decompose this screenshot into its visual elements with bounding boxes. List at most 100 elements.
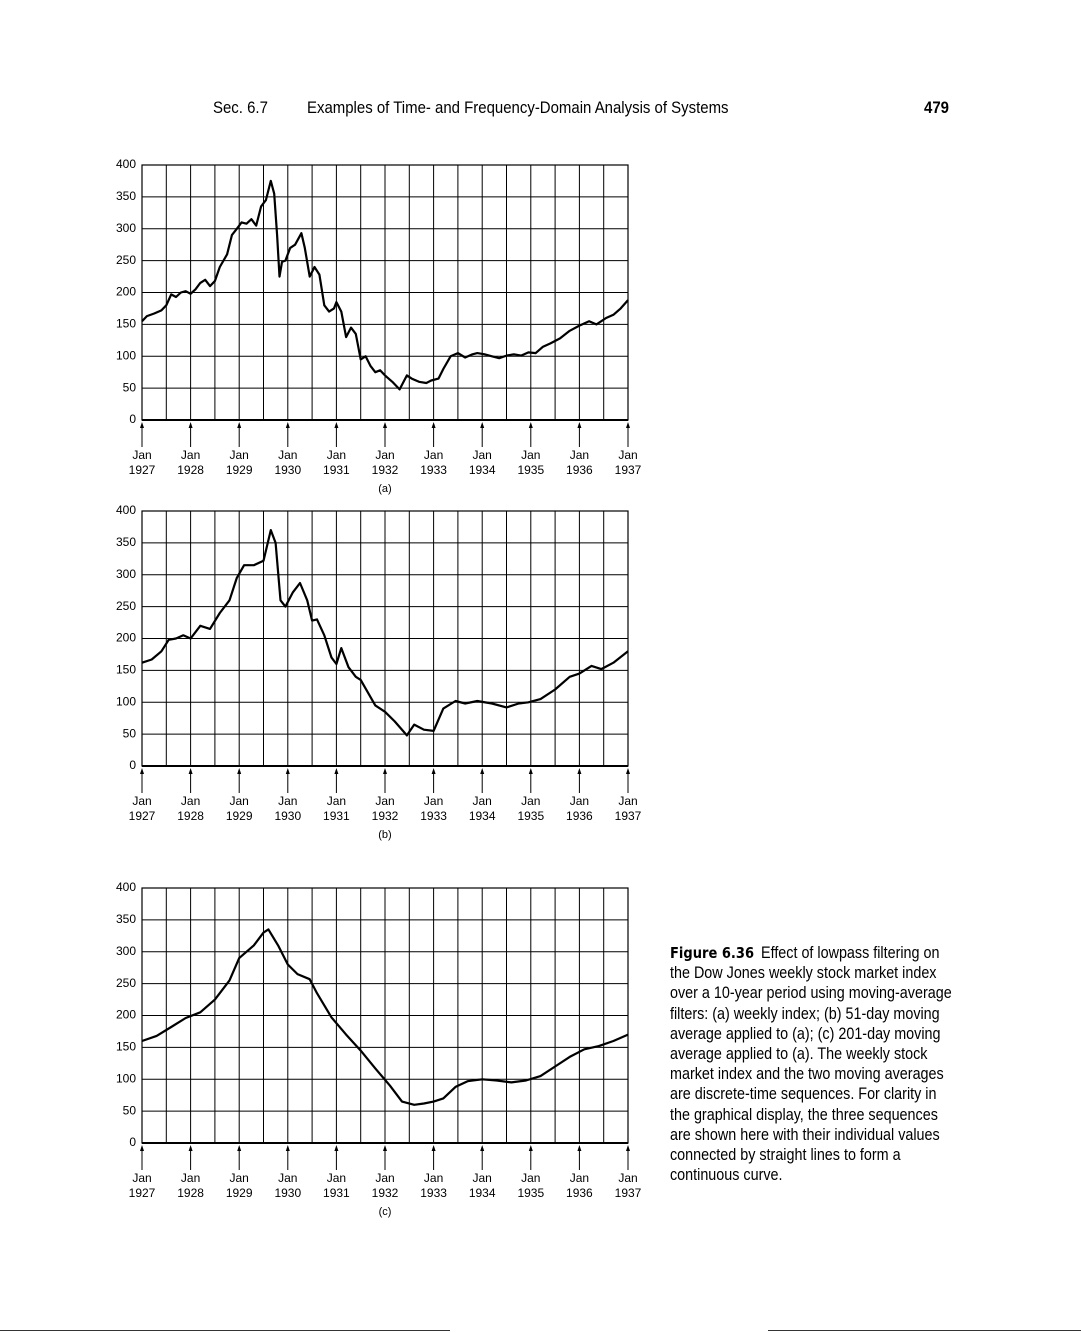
tick-arrow — [431, 1145, 436, 1151]
tick-arrow — [285, 422, 290, 428]
x-tick-label: Jan 1936 — [566, 794, 593, 823]
tick-arrow — [431, 768, 436, 774]
tick-arrow — [237, 1145, 242, 1151]
y-tick-label: 200 — [116, 631, 136, 645]
page-edge — [0, 1330, 450, 1331]
x-tick-label: Jan 1927 — [128, 794, 156, 823]
y-tick-label: 400 — [116, 157, 136, 171]
tick-arrow — [237, 422, 242, 428]
tick-arrow — [577, 422, 582, 428]
x-tick-label: Jan 1932 — [371, 1171, 399, 1200]
y-tick-label: 100 — [116, 694, 136, 708]
x-tick-label: Jan 1928 — [177, 794, 204, 823]
x-tick-label: Jan 1934 — [468, 448, 496, 477]
y-tick-label: 50 — [123, 726, 137, 740]
tick-arrow — [285, 768, 290, 774]
tick-arrow — [528, 422, 533, 428]
x-tick-label: Jan 1928 — [177, 448, 204, 477]
tick-arrow — [334, 422, 339, 428]
data-line — [141, 179, 629, 391]
tick-arrow — [334, 1145, 339, 1151]
tick-arrow — [626, 1145, 630, 1151]
running-title: Examples of Time- and Frequency-Domain A… — [307, 98, 729, 117]
y-tick-label: 300 — [116, 221, 136, 235]
x-tick-label: Jan 1933 — [420, 1171, 447, 1200]
x-tick-label: Jan 1930 — [274, 1171, 302, 1200]
tick-arrow — [285, 1145, 290, 1151]
y-tick-label: 300 — [116, 944, 136, 958]
x-tick-label: Jan 1930 — [274, 448, 302, 477]
caption-text: Effect of lowpass filtering on the Dow J… — [670, 944, 952, 1185]
x-tick-label: Jan 1935 — [517, 794, 545, 823]
tick-arrow — [528, 768, 533, 774]
data-line — [141, 529, 629, 737]
tick-arrow — [237, 768, 242, 774]
tick-arrow — [431, 422, 436, 428]
y-tick-label: 300 — [116, 567, 136, 581]
x-tick-label: Jan 1929 — [225, 448, 253, 477]
x-tick-label: Jan 1929 — [225, 794, 253, 823]
x-tick-label: Jan 1933 — [420, 448, 447, 477]
x-tick-label: Jan 1936 — [566, 1171, 593, 1200]
x-tick-label: Jan 1934 — [468, 794, 496, 823]
subtitle: (b) — [378, 829, 392, 841]
y-tick-label: 0 — [129, 1135, 136, 1149]
tick-arrow — [577, 1145, 582, 1151]
x-tick-label: Jan 1937 — [614, 794, 642, 823]
tick-arrow — [383, 422, 387, 428]
figure-label: Figure 6.36 — [670, 944, 755, 962]
section: Sec. 6.7 — [213, 98, 268, 117]
x-tick-label: Jan 1928 — [177, 1171, 204, 1200]
y-tick-label: 150 — [116, 663, 136, 677]
tick-arrow — [383, 768, 387, 774]
y-tick-label: 100 — [116, 1071, 136, 1085]
tick-arrow — [188, 1145, 193, 1151]
tick-arrow — [140, 768, 144, 774]
y-tick-label: 250 — [116, 253, 136, 267]
x-tick-label: Jan 1937 — [614, 448, 642, 477]
x-tick-label: Jan 1930 — [274, 794, 302, 823]
tick-arrow — [626, 422, 630, 428]
page-edge — [768, 1330, 1081, 1331]
y-tick-label: 350 — [116, 535, 136, 549]
x-tick-label: Jan 1927 — [128, 1171, 156, 1200]
x-tick-label: Jan 1929 — [225, 1171, 253, 1200]
y-tick-label: 250 — [116, 599, 136, 613]
y-tick-label: 400 — [116, 503, 136, 517]
tick-arrow — [383, 1145, 387, 1151]
x-tick-label: Jan 1937 — [614, 1171, 642, 1200]
y-tick-label: 250 — [116, 976, 136, 990]
tick-arrow — [480, 422, 485, 428]
data-line — [141, 928, 629, 1106]
y-tick-label: 150 — [116, 317, 136, 331]
tick-arrow — [188, 422, 193, 428]
tick-arrow — [334, 768, 339, 774]
y-tick-label: 100 — [116, 348, 136, 362]
x-tick-label: Jan 1931 — [323, 448, 350, 477]
page-number: 479 — [924, 98, 949, 117]
y-tick-label: 400 — [116, 880, 136, 894]
x-tick-label: Jan 1936 — [566, 448, 593, 477]
tick-arrow — [188, 768, 193, 774]
y-tick-label: 50 — [123, 380, 137, 394]
y-tick-label: 0 — [129, 758, 136, 772]
tick-arrow — [528, 1145, 533, 1151]
x-tick-label: Jan 1934 — [468, 1171, 496, 1200]
x-tick-label: Jan 1932 — [371, 794, 399, 823]
x-tick-label: Jan 1932 — [371, 448, 399, 477]
x-tick-label: Jan 1931 — [323, 1171, 350, 1200]
y-tick-label: 150 — [116, 1040, 136, 1054]
x-tick-label: Jan 1927 — [128, 448, 156, 477]
y-tick-label: 0 — [129, 412, 136, 426]
tick-arrow — [480, 768, 485, 774]
x-tick-label: Jan 1935 — [517, 448, 545, 477]
subtitle: (a) — [378, 483, 392, 495]
tick-arrow — [577, 768, 582, 774]
x-tick-label: Jan 1933 — [420, 794, 447, 823]
tick-arrow — [480, 1145, 485, 1151]
y-tick-label: 350 — [116, 189, 136, 203]
tick-arrow — [626, 768, 630, 774]
caption: Figure 6.36 Effect of lowpass filtering o… — [670, 943, 957, 1185]
